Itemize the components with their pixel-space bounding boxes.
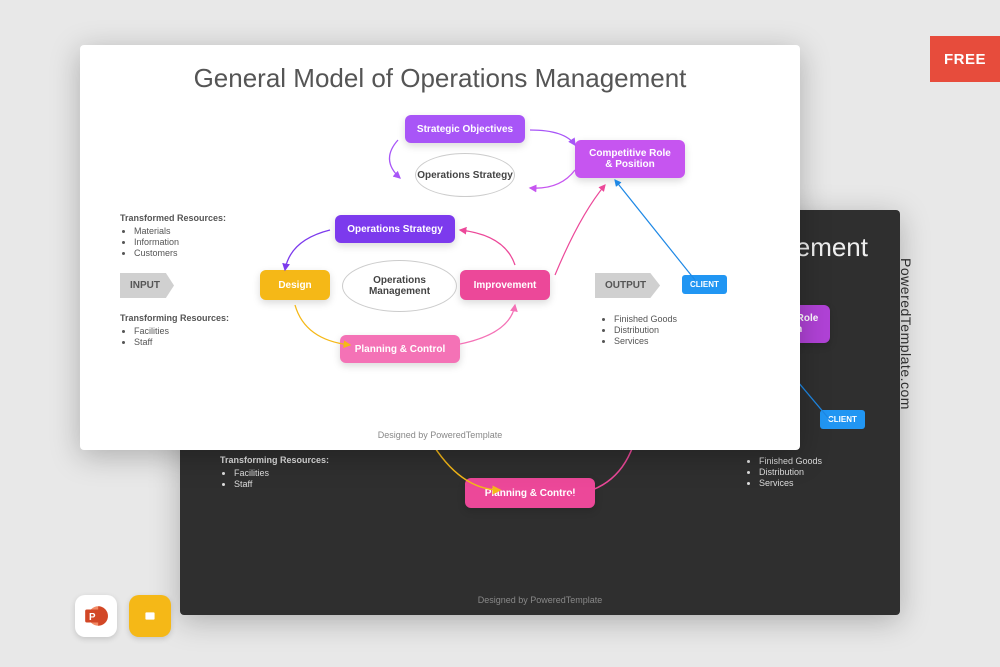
credit-light: Designed by PoweredTemplate (80, 430, 800, 440)
info-transforming: Transforming Resources: Facilities Staff (120, 313, 229, 348)
box-design: Design (260, 270, 330, 300)
list-item: Facilities (234, 468, 329, 478)
app-icons: P (75, 595, 171, 637)
box-ops-strategy: Operations Strategy (335, 215, 455, 243)
list-item: Customers (134, 248, 226, 258)
oval-ops-strategy-label: Operations Strategy (417, 170, 513, 181)
info-transformed-title: Transformed Resources: (120, 213, 226, 223)
free-label: FREE (944, 51, 986, 68)
svg-text:P: P (89, 612, 96, 623)
client-box: CLIENT (682, 275, 727, 294)
info-output-dark: Finished Goods Distribution Services (745, 455, 822, 489)
box-planning-dark: Planning & Control (465, 478, 595, 508)
info-transforming-list: Facilities Staff (134, 326, 229, 347)
info-output: Finished Goods Distribution Services (600, 313, 677, 347)
credit-dark: Designed by PoweredTemplate (180, 595, 900, 605)
list-item: Distribution (759, 467, 822, 477)
box-competitive-role-light: Competitive Role & Position (575, 140, 685, 178)
info-transformed-list: Materials Information Customers (134, 226, 226, 258)
box-strategic-objectives: Strategic Objectives (405, 115, 525, 143)
info-transforming-title-dark: Transforming Resources: (220, 455, 329, 465)
powerpoint-icon: P (75, 595, 117, 637)
slide-light: General Model of Operations Management S… (80, 45, 800, 450)
free-badge: FREE (930, 36, 1000, 82)
slides-icon (129, 595, 171, 637)
list-item: Materials (134, 226, 226, 236)
info-transformed: Transformed Resources: Materials Informa… (120, 213, 226, 259)
list-item: Staff (134, 337, 229, 347)
list-item: Information (134, 237, 226, 247)
info-transforming-title: Transforming Resources: (120, 313, 229, 323)
watermark: PoweredTemplate.com (898, 258, 914, 410)
list-item: Facilities (134, 326, 229, 336)
oval-ops-mgmt: Operations Management (342, 260, 457, 312)
output-tag: OUTPUT (595, 273, 660, 298)
oval-ops-mgmt-label: Operations Management (343, 275, 456, 297)
list-item: Services (759, 478, 822, 488)
list-item: Staff (234, 479, 329, 489)
input-tag: INPUT (120, 273, 174, 298)
list-item: Distribution (614, 325, 677, 335)
info-transforming-list-dark: Facilities Staff (234, 468, 329, 489)
info-transforming-dark: Transforming Resources: Facilities Staff (220, 455, 329, 490)
list-item: Finished Goods (759, 456, 822, 466)
list-item: Finished Goods (614, 314, 677, 324)
list-item: Services (614, 336, 677, 346)
box-improvement: Improvement (460, 270, 550, 300)
info-output-list-dark: Finished Goods Distribution Services (759, 456, 822, 488)
client-box-dark: CLIENT (820, 410, 865, 429)
oval-ops-strategy: Operations Strategy (415, 153, 515, 197)
box-planning: Planning & Control (340, 335, 460, 363)
diagram-light: Strategic Objectives Competitive Role & … (80, 45, 800, 450)
info-output-list: Finished Goods Distribution Services (614, 314, 677, 346)
